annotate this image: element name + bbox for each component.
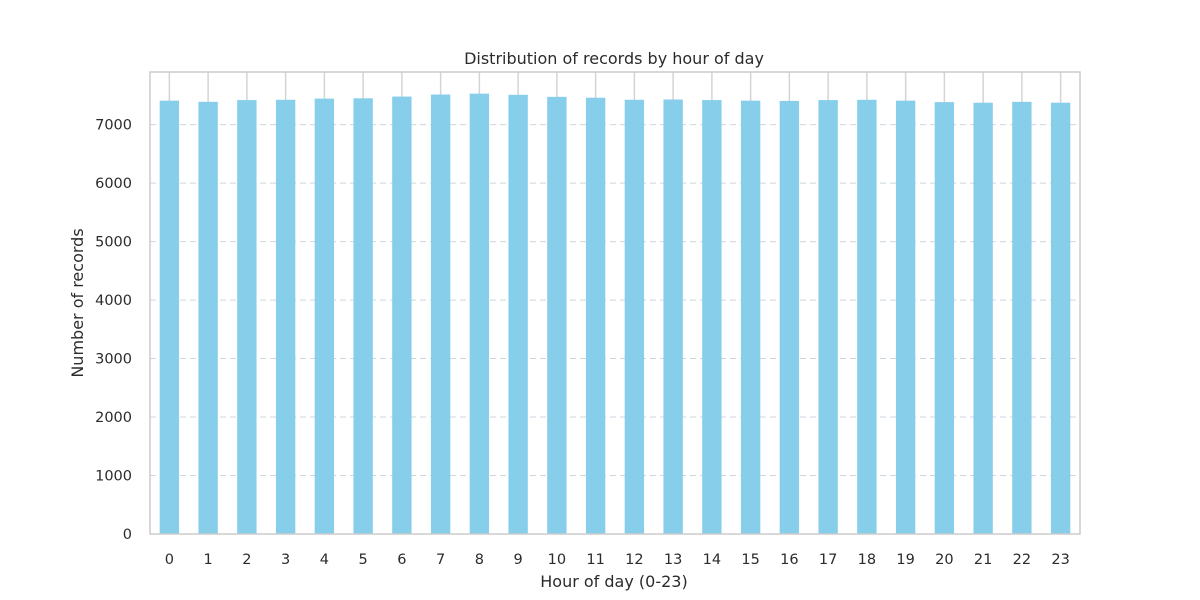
bar-hour-1 — [198, 101, 218, 534]
bar-hour-0 — [159, 100, 180, 534]
bar-hour-9 — [508, 94, 528, 535]
x-tick-label: 20 — [935, 552, 953, 568]
plot-frame — [149, 71, 1081, 535]
y-tick-label: 5000 — [95, 235, 132, 251]
y-tick-label: 4000 — [95, 293, 132, 309]
y-axis-label: Number of records — [68, 228, 87, 377]
x-tick-label: 17 — [819, 552, 837, 568]
bar-hour-4 — [314, 98, 335, 535]
bar-hour-7 — [430, 94, 451, 534]
x-tick-label: 23 — [1051, 552, 1069, 568]
y-tick-label: 6000 — [95, 176, 132, 192]
x-tick-label: 9 — [514, 552, 523, 568]
x-tick-label: 4 — [320, 552, 329, 568]
bar-hour-18 — [857, 99, 877, 535]
x-tick-label: 12 — [625, 552, 643, 568]
y-tick-label: 0 — [123, 527, 132, 543]
x-tick-label: 14 — [703, 552, 721, 568]
bar-hour-23 — [1050, 102, 1071, 535]
bar-hour-6 — [392, 96, 412, 535]
x-tick-label: 19 — [896, 552, 914, 568]
bar-hour-12 — [624, 99, 645, 535]
x-tick-label: 21 — [974, 552, 992, 568]
bar-hour-5 — [353, 98, 373, 534]
y-tick-label: 7000 — [95, 118, 132, 134]
bar-hour-10 — [547, 96, 567, 534]
chart-title: Distribution of records by hour of day — [464, 49, 764, 68]
x-tick-label: 10 — [548, 552, 566, 568]
bar-hour-17 — [818, 100, 838, 534]
x-tick-label: 7 — [436, 552, 445, 568]
x-tick-label: 3 — [281, 552, 290, 568]
x-tick-label: 18 — [858, 552, 876, 568]
x-tick-label: 13 — [664, 552, 682, 568]
x-tick-label: 6 — [397, 552, 406, 568]
bar-hour-20 — [934, 102, 955, 534]
y-tick-label: 1000 — [95, 469, 132, 485]
x-tick-label: 1 — [204, 552, 213, 568]
x-tick-labels: 0 1 2 3 4 5 6 7 8 9 10 11 12 13 14 15 16 17 18 19 20 21 22 23 — [165, 552, 1070, 568]
bar-hour-21 — [973, 102, 993, 535]
bar-hour-8 — [469, 93, 490, 535]
y-tick-label: 3000 — [95, 352, 132, 368]
y-tick-labels: 0 1000 2000 3000 4000 5000 6000 7000 — [95, 118, 132, 543]
bar-hour-15 — [740, 100, 761, 534]
x-tick-label: 5 — [359, 552, 368, 568]
bar-hour-13 — [663, 99, 683, 534]
bar-hour-11 — [585, 97, 606, 535]
x-tick-label: 11 — [586, 552, 604, 568]
x-tick-label: 2 — [242, 552, 251, 568]
x-tick-label: 8 — [475, 552, 484, 568]
x-tick-label: 15 — [741, 552, 759, 568]
y-tick-label: 2000 — [95, 410, 132, 426]
bars — [159, 93, 1071, 535]
bar-hour-22 — [1012, 101, 1032, 534]
bar-hour-14 — [702, 100, 722, 534]
x-tick-label: 0 — [165, 552, 174, 568]
bar-hour-16 — [779, 100, 800, 534]
bar-hour-3 — [275, 99, 296, 535]
bar-hour-2 — [237, 100, 257, 534]
x-tick-label: 16 — [780, 552, 798, 568]
x-tick-label: 22 — [1013, 552, 1031, 568]
x-axis-label: Hour of day (0-23) — [540, 572, 687, 591]
bar-hour-19 — [895, 100, 916, 534]
